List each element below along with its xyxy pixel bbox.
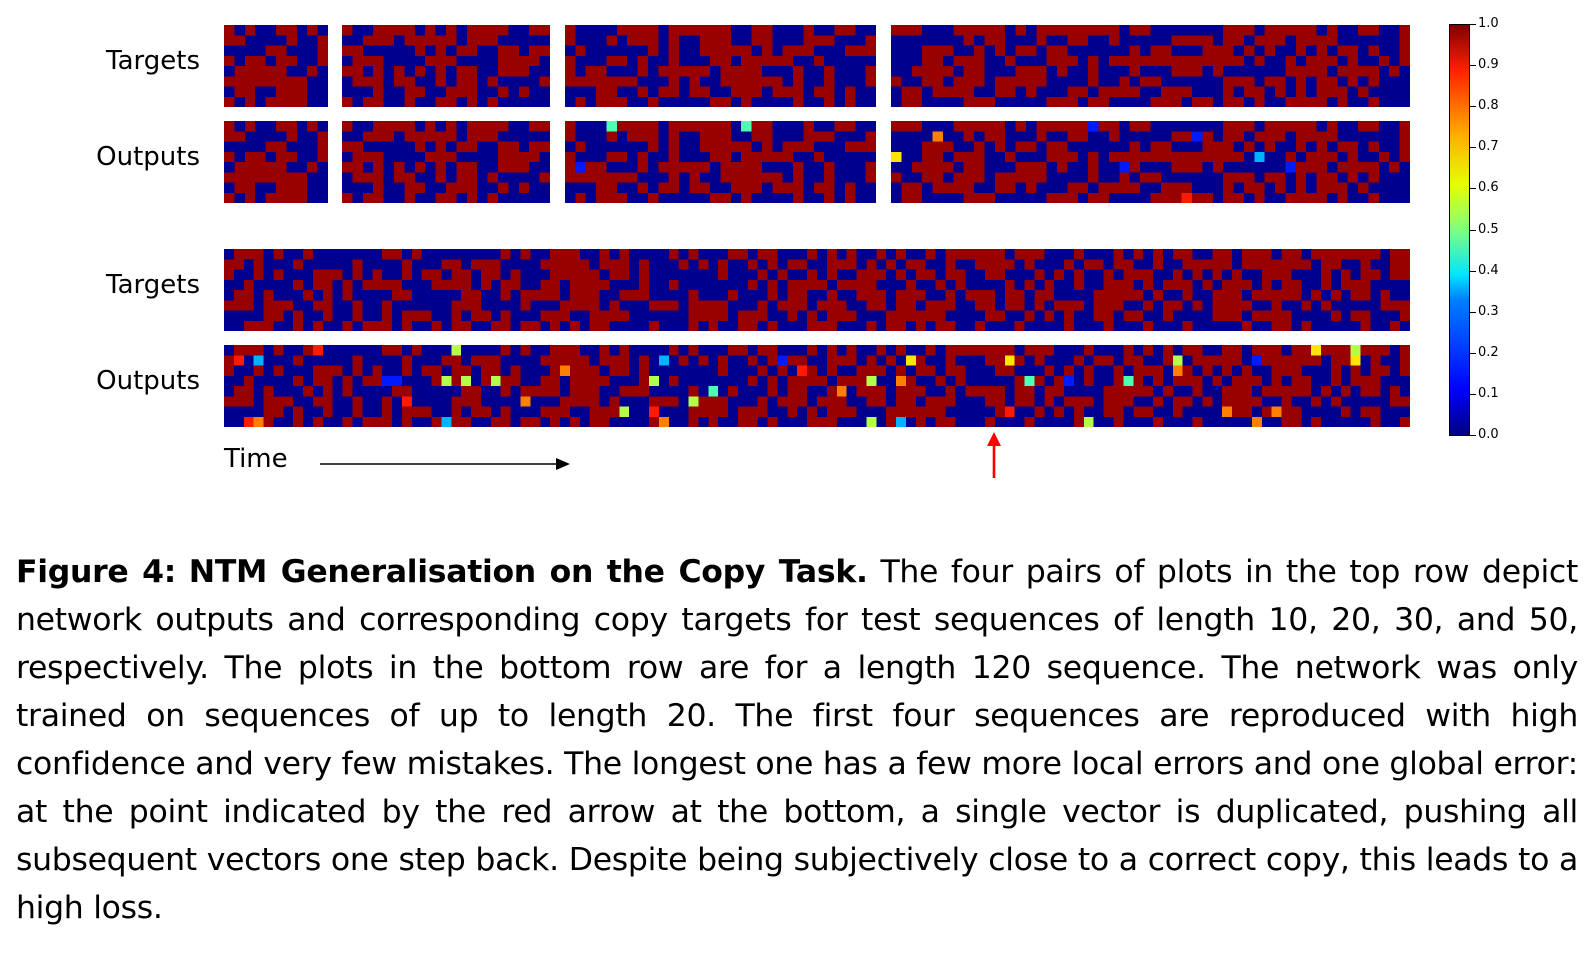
caption-title: NTM Generalisation on the Copy Task. — [188, 554, 868, 590]
heatmap-outputs-len10 — [224, 121, 328, 203]
colorbar-tick-mark — [1470, 352, 1476, 354]
caption-body: The four pairs of plots in the top row d… — [16, 554, 1578, 926]
colorbar-tick-label: 0.0 — [1478, 427, 1499, 442]
colorbar-tick-mark — [1470, 24, 1476, 25]
heatmap-targets-len120 — [224, 249, 1410, 331]
row-label-targets-top: Targets — [106, 46, 200, 76]
colorbar-tick-label: 0.6 — [1478, 180, 1499, 196]
colorbar-tick-label: 0.2 — [1478, 344, 1499, 360]
colorbar-tick-mark — [1470, 435, 1476, 436]
colorbar-tick-mark — [1470, 65, 1476, 67]
colorbar — [1449, 24, 1470, 436]
colorbar-tick-mark — [1470, 311, 1476, 313]
colorbar-tick-label: 0.1 — [1478, 385, 1499, 401]
colorbar-tick-mark — [1470, 393, 1476, 395]
time-axis-label: Time — [224, 444, 288, 474]
heatmap-outputs-len120 — [224, 345, 1410, 427]
colorbar-tick-mark — [1470, 270, 1476, 272]
caption-figure-label: Figure 4: — [16, 554, 177, 590]
colorbar-tick-mark — [1470, 229, 1476, 231]
time-arrow-icon — [320, 458, 570, 470]
heatmap-targets-len50 — [891, 25, 1410, 107]
colorbar-tick-label: 0.8 — [1478, 98, 1499, 114]
colorbar-tick-mark — [1470, 188, 1476, 190]
colorbar-tick-label: 1.0 — [1478, 16, 1499, 31]
heatmap-outputs-len20 — [342, 121, 550, 203]
heatmap-targets-len10 — [224, 25, 328, 107]
colorbar-tick-mark — [1470, 147, 1476, 149]
colorbar-tick-label: 0.5 — [1478, 221, 1499, 237]
heatmap-targets-len20 — [342, 25, 550, 107]
colorbar-tick-label: 0.3 — [1478, 303, 1499, 319]
colorbar-tick-label: 0.4 — [1478, 262, 1499, 278]
figure-caption: Figure 4: NTM Generalisation on the Copy… — [16, 548, 1578, 932]
heatmap-outputs-len30 — [565, 121, 876, 203]
row-label-targets-bottom: Targets — [106, 270, 200, 300]
colorbar-tick-label: 0.7 — [1478, 139, 1499, 155]
red-arrow-icon — [987, 432, 1001, 478]
colorbar-tick-label: 0.9 — [1478, 57, 1499, 73]
row-label-outputs-top: Outputs — [96, 142, 200, 172]
copy-task-figure: Targets Outputs Targets Outputs Time — [96, 24, 1470, 478]
heatmap-targets-len30 — [565, 25, 876, 107]
heatmap-outputs-len50 — [891, 121, 1410, 203]
colorbar-tick-mark — [1470, 106, 1476, 108]
row-label-outputs-bottom: Outputs — [96, 366, 200, 396]
